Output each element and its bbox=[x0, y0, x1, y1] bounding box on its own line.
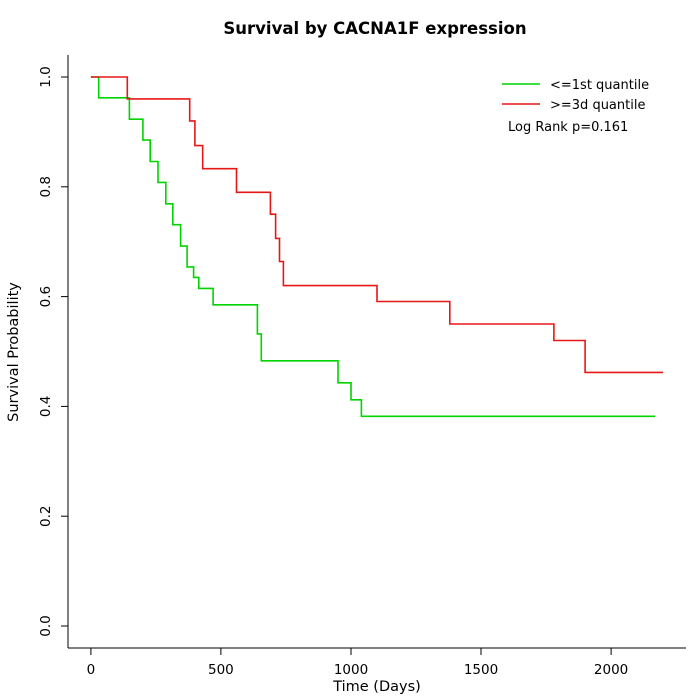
log-rank-pvalue: Log Rank p=0.161 bbox=[508, 120, 628, 135]
y-tick-label: 0.4 bbox=[38, 396, 54, 417]
survival-curve-high-expression bbox=[90, 76, 664, 374]
x-axis-title: Time (Days) bbox=[332, 679, 421, 695]
legend-label-third-quantile: >=3d quantile bbox=[550, 98, 645, 113]
x-tick-label: 1000 bbox=[334, 662, 368, 678]
y-tick-label: 0.8 bbox=[38, 176, 54, 197]
legend: <=1st quantile >=3d quantile Log Rank p=… bbox=[502, 78, 649, 135]
axes: 0 500 1000 1500 2000 0.0 0.2 0.4 0.6 0.8 1.0 bbox=[38, 55, 686, 678]
y-tick-label: 1.0 bbox=[38, 66, 54, 87]
y-tick-label: 0.0 bbox=[38, 615, 54, 636]
x-tick-label: 500 bbox=[208, 662, 234, 678]
x-tick-label: 0 bbox=[87, 662, 96, 678]
x-tick-label: 2000 bbox=[594, 662, 628, 678]
survival-curve-low-expression bbox=[90, 76, 656, 418]
survival-curves bbox=[90, 76, 664, 418]
chart-title: Survival by CACNA1F expression bbox=[223, 19, 526, 38]
legend-label-first-quantile: <=1st quantile bbox=[550, 78, 649, 93]
y-axis-title: Survival Probability bbox=[6, 282, 22, 422]
y-tick-label: 0.2 bbox=[38, 505, 54, 526]
y-tick-label: 0.6 bbox=[38, 286, 54, 307]
x-tick-label: 1500 bbox=[464, 662, 498, 678]
